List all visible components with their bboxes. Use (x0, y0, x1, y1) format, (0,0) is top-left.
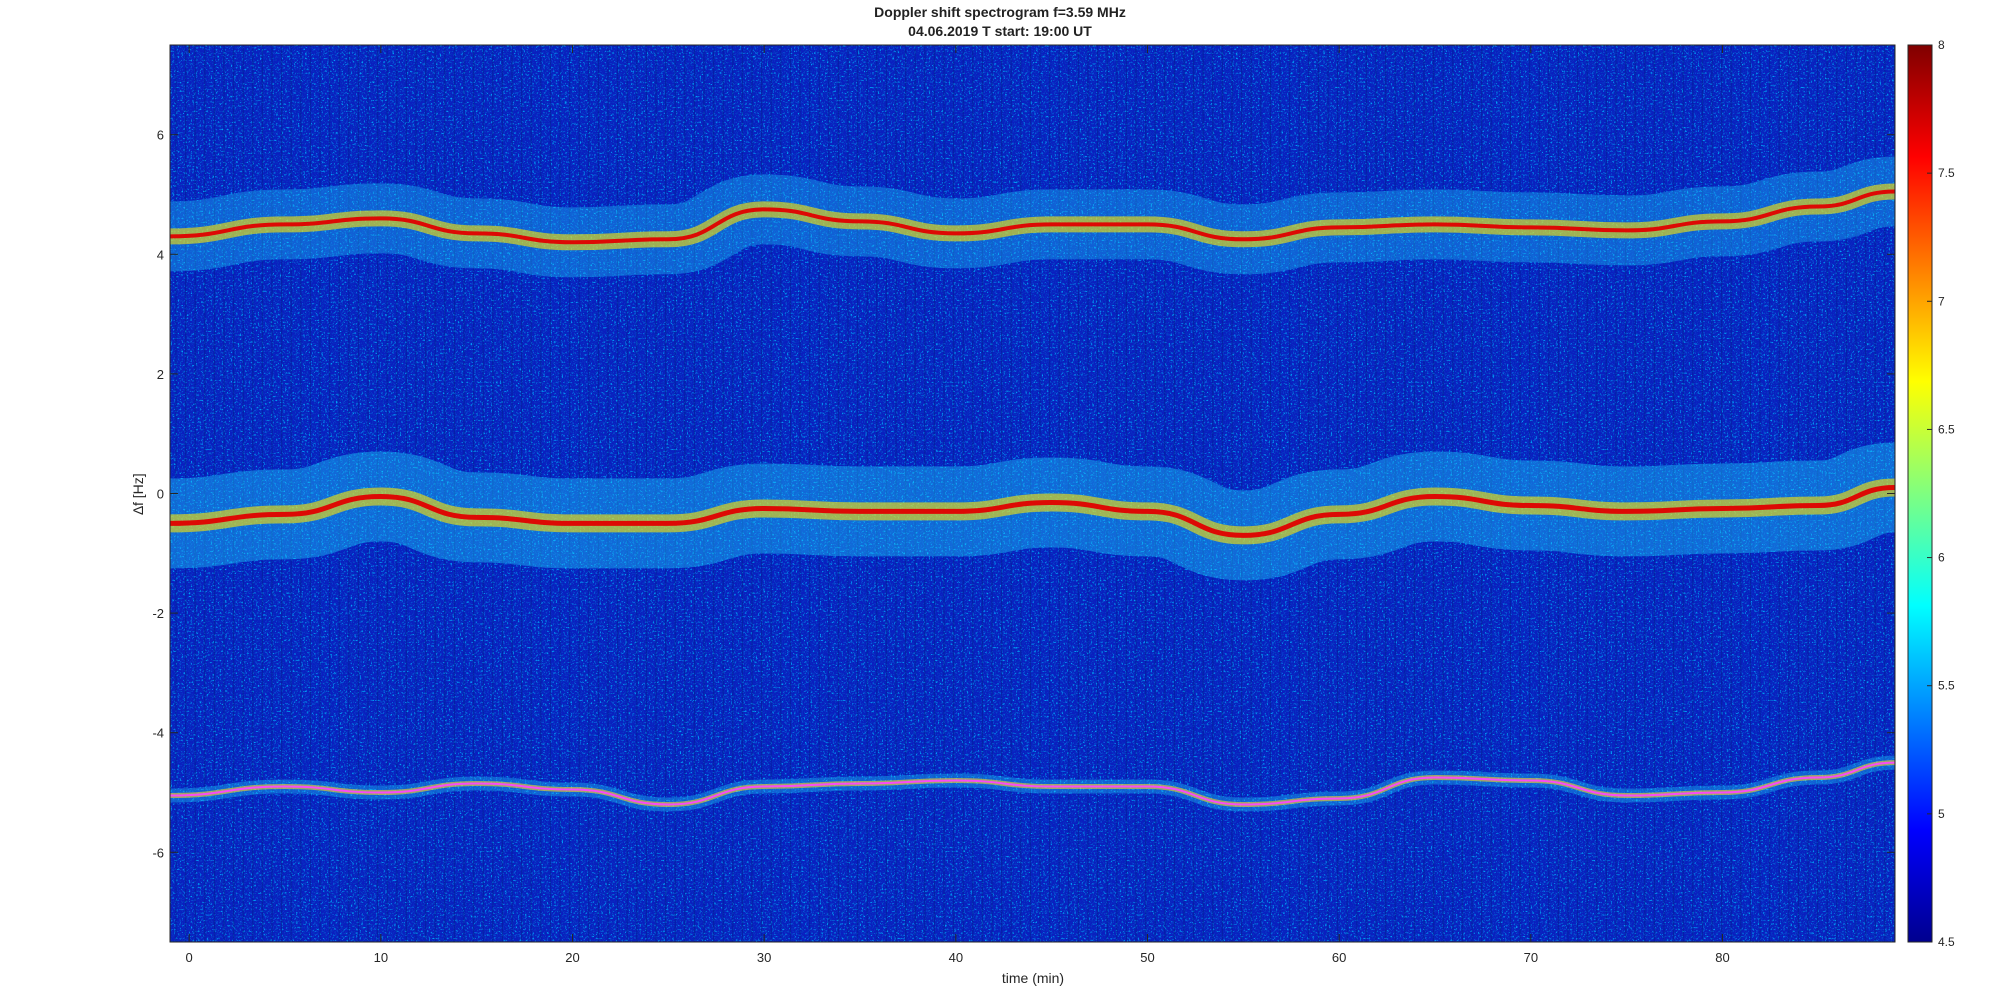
trace-line (170, 761, 1895, 806)
x-tick-label: 60 (1332, 950, 1346, 965)
x-axis-label: time (min) (1002, 970, 1064, 986)
colorbar-tick-label: 5.5 (1938, 679, 1955, 693)
colorbar-tick-label: 6.5 (1938, 422, 1955, 436)
chart-title: Doppler shift spectrogram f=3.59 MHz (874, 4, 1126, 20)
colorbar-tick-label: 6 (1938, 551, 1945, 565)
colorbar-tick-label: 7 (1938, 294, 1945, 308)
y-tick-label: -6 (152, 845, 164, 860)
y-axis: -6 -4 -2 0 2 4 6 (152, 128, 1895, 860)
x-tick-label: 0 (186, 950, 193, 965)
y-tick-label: -2 (152, 606, 164, 621)
x-tick-label: 30 (757, 950, 771, 965)
x-axis: 0 10 20 30 40 50 60 70 80 (186, 45, 1730, 965)
y-tick-label: 0 (157, 487, 164, 502)
x-tick-label: 70 (1524, 950, 1538, 965)
x-tick-label: 80 (1715, 950, 1729, 965)
y-tick-label: 6 (157, 128, 164, 143)
colorbar-tick-label: 7.5 (1938, 166, 1955, 180)
colorbar-tick-label: 4.5 (1938, 935, 1955, 949)
colorbar-tick-label: 8 (1938, 38, 1945, 52)
y-tick-label: 4 (157, 247, 164, 262)
chart-subtitle: 04.06.2019 T start: 19:00 UT (908, 23, 1092, 39)
y-tick-label: 2 (157, 367, 164, 382)
colorbar-ticks: 4.5 5 5.5 6 6.5 7 7.5 8 (1927, 38, 1955, 949)
x-tick-label: 20 (565, 950, 579, 965)
signal-traces (170, 156, 1895, 812)
x-tick-label: 50 (1140, 950, 1154, 965)
colorbar: 4.5 5 5.5 6 6.5 7 7.5 8 (1907, 38, 1955, 949)
y-tick-label: -4 (152, 726, 164, 741)
colorbar-gradient (1907, 44, 1933, 943)
x-tick-label: 10 (374, 950, 388, 965)
colorbar-tick-label: 5 (1938, 807, 1945, 821)
x-tick-label: 40 (949, 950, 963, 965)
trace-line (170, 189, 1895, 245)
y-axis-label: ∆f [Hz] (130, 473, 146, 514)
plot-area (169, 44, 1896, 943)
trace-line (170, 485, 1895, 538)
